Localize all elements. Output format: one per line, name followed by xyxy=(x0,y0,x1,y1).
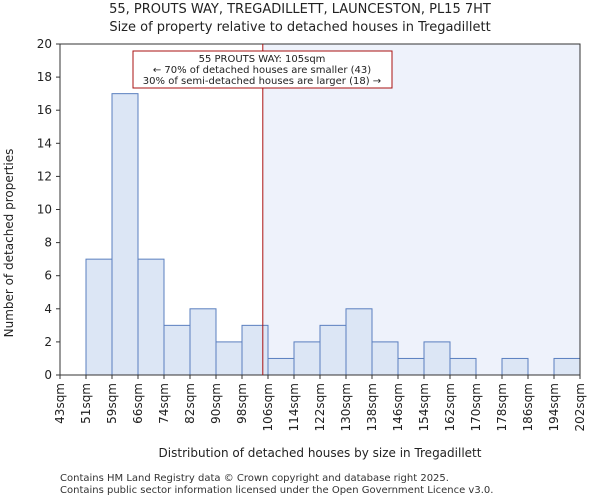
x-tick-label: 146sqm xyxy=(391,383,405,431)
y-tick-label: 14 xyxy=(37,136,52,150)
histogram-bar xyxy=(501,357,529,376)
y-tick-label: 6 xyxy=(44,269,52,283)
x-tick-label: 66sqm xyxy=(131,383,145,424)
y-tick-label: 16 xyxy=(37,103,52,117)
histogram-bar xyxy=(449,357,477,376)
x-tick-label: 162sqm xyxy=(443,383,457,431)
x-tick-label: 74sqm xyxy=(157,383,171,424)
chart-title: 55, PROUTS WAY, TREGADILLETT, LAUNCESTON… xyxy=(109,2,491,17)
y-tick-label: 12 xyxy=(37,169,52,183)
y-tick-label: 2 xyxy=(44,335,52,349)
chart-subtitle: Size of property relative to detached ho… xyxy=(109,20,491,35)
histogram-bar xyxy=(163,324,191,376)
x-tick-label: 114sqm xyxy=(287,383,301,431)
histogram-bar xyxy=(371,341,399,376)
y-axis-label: Number of detached properties xyxy=(2,149,16,338)
x-tick-label: 170sqm xyxy=(469,383,483,431)
x-tick-label: 98sqm xyxy=(235,383,249,424)
x-tick-label: 43sqm xyxy=(53,383,67,424)
y-tick-label: 0 xyxy=(44,368,52,382)
footer-licence: Contains public sector information licen… xyxy=(60,485,494,496)
x-tick-label: 106sqm xyxy=(261,383,275,431)
histogram-bar xyxy=(137,258,165,376)
y-tick-label: 4 xyxy=(44,302,52,316)
x-tick-label: 90sqm xyxy=(209,383,223,424)
footer-copyright: Contains HM Land Registry data © Crown c… xyxy=(60,473,449,484)
x-tick-label: 51sqm xyxy=(79,383,93,424)
x-tick-label: 82sqm xyxy=(183,383,197,424)
y-tick-label: 10 xyxy=(37,203,52,217)
highlight-region xyxy=(262,44,580,375)
histogram-bar xyxy=(397,357,425,376)
annotation-box: 55 PROUTS WAY: 105sqm ← 70% of detached … xyxy=(132,50,393,89)
histogram-bar xyxy=(241,324,269,376)
annotation-line-3: 30% of semi-detached houses are larger (… xyxy=(143,76,381,87)
x-tick-label: 194sqm xyxy=(547,383,561,431)
x-tick-label: 59sqm xyxy=(105,383,119,424)
x-tick-label: 202sqm xyxy=(573,383,587,431)
histogram-bar xyxy=(423,341,451,376)
y-tick-label: 18 xyxy=(37,70,52,84)
histogram-bar xyxy=(345,308,373,376)
histogram-bar xyxy=(553,357,581,376)
annotation-line-2: ← 70% of detached houses are smaller (43… xyxy=(153,65,371,76)
x-tick-label: 186sqm xyxy=(521,383,535,431)
histogram-bar xyxy=(319,324,347,376)
x-tick-label: 138sqm xyxy=(365,383,379,431)
histogram-bar xyxy=(111,93,139,376)
annotation-line-1: 55 PROUTS WAY: 105sqm xyxy=(199,54,326,65)
x-tick-label: 154sqm xyxy=(417,383,431,431)
histogram-bar xyxy=(215,341,243,376)
x-tick-label: 122sqm xyxy=(313,383,327,431)
histogram-bar xyxy=(267,357,295,376)
histogram-bar xyxy=(85,258,113,376)
y-tick-label: 8 xyxy=(44,236,52,250)
y-tick-label: 20 xyxy=(37,37,52,51)
x-axis-label: Distribution of detached houses by size … xyxy=(159,446,482,460)
x-tick-label: 130sqm xyxy=(339,383,353,431)
histogram-bar xyxy=(189,308,217,376)
x-tick-label: 178sqm xyxy=(495,383,509,431)
histogram-bar xyxy=(293,341,321,376)
